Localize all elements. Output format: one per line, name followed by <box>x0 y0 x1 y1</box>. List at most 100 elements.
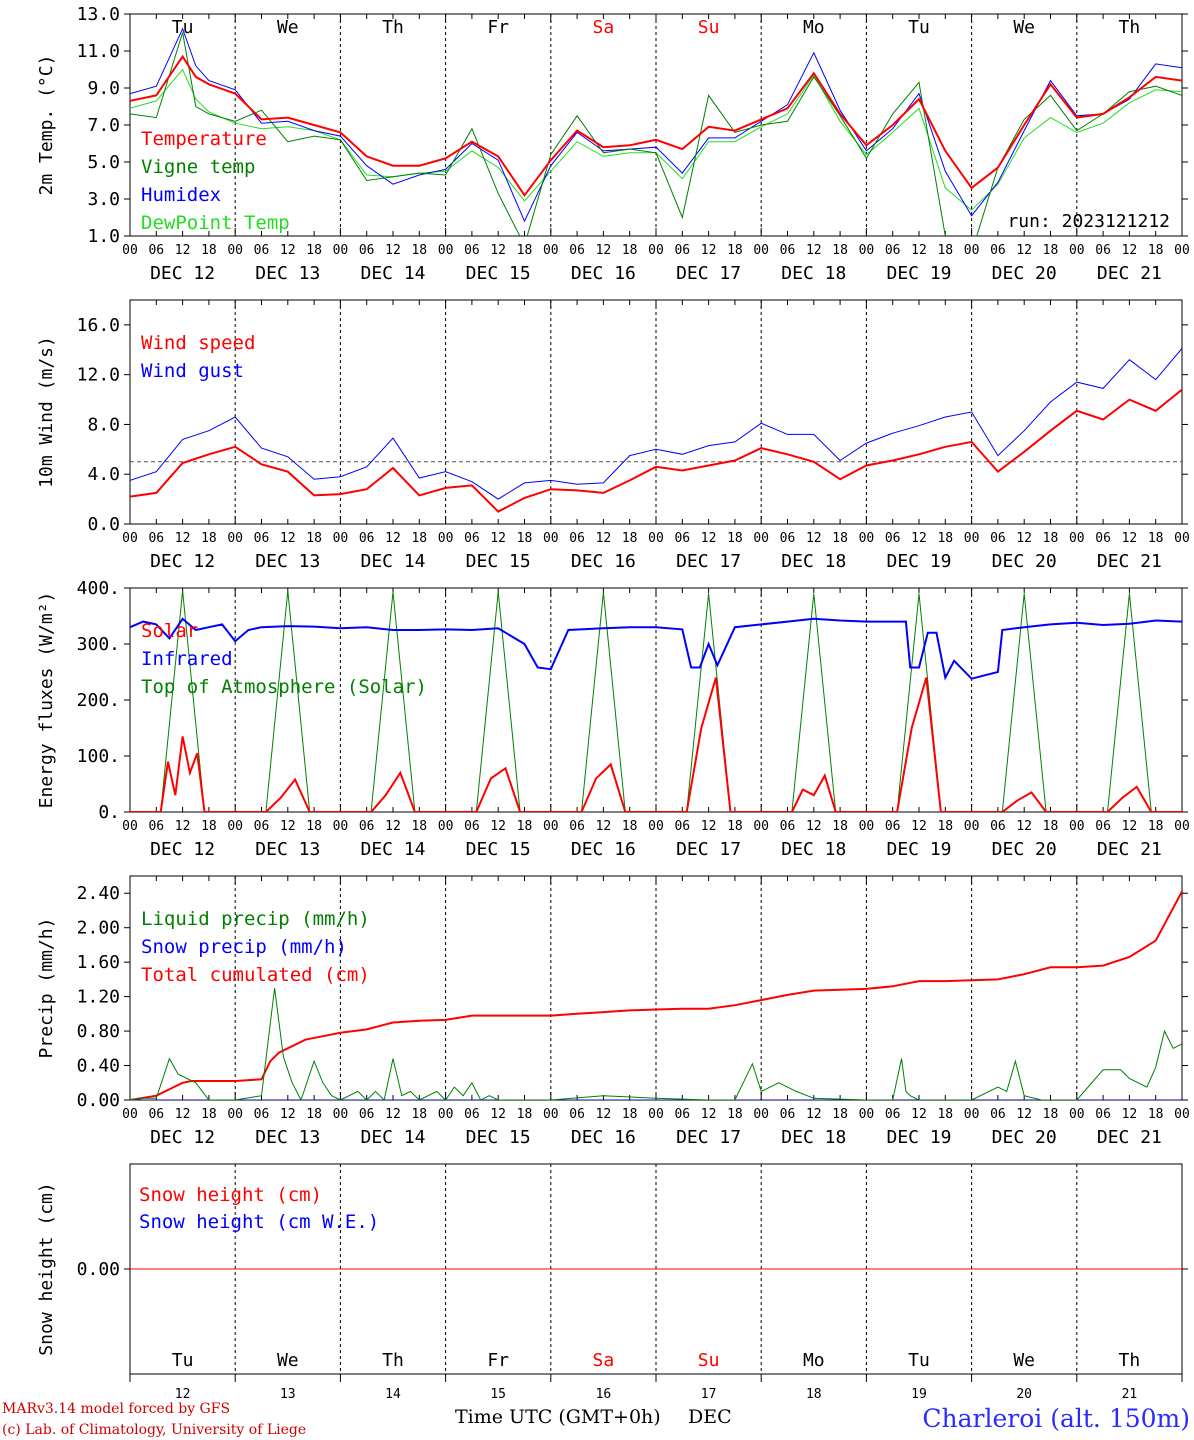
hour-tick-label: 12 <box>1122 819 1138 834</box>
hour-tick-label: 06 <box>674 243 690 258</box>
hour-tick-label: 18 <box>1148 819 1164 834</box>
hour-tick-label: 00 <box>1069 243 1085 258</box>
hour-tick-label: 12 <box>280 819 296 834</box>
lab-credit: (c) Lab. of Climatology, University of L… <box>2 1422 306 1438</box>
day-number-label: 13 <box>280 1387 296 1402</box>
hour-tick-label: 00 <box>648 819 664 834</box>
day-number-label: 14 <box>385 1387 401 1402</box>
hour-tick-label: 06 <box>254 243 270 258</box>
weekday-label: Fr <box>487 17 509 38</box>
series-line-wind-gust <box>130 348 1182 500</box>
day-label: DEC 15 <box>466 1127 531 1148</box>
hour-tick-label: 00 <box>438 243 454 258</box>
weekday-label: Sa <box>593 17 615 38</box>
hour-tick-label: 06 <box>1095 531 1111 546</box>
panel-frame <box>129 299 1183 525</box>
hour-tick-label: 00 <box>753 819 769 834</box>
hour-tick-label: 00 <box>333 243 349 258</box>
run-label: run: 2023121212 <box>1007 211 1170 232</box>
hour-tick-label: 00 <box>227 819 243 834</box>
hour-tick-label: 00 <box>1069 819 1085 834</box>
hour-tick-label: 00 <box>438 819 454 834</box>
hour-tick-label: 12 <box>1016 531 1032 546</box>
y-axis-title: Precip (mm/h) <box>36 918 57 1059</box>
hour-tick-label: 06 <box>990 243 1006 258</box>
hour-tick-label: 06 <box>885 819 901 834</box>
hour-tick-label: 18 <box>1043 1107 1059 1122</box>
day-number-label: 15 <box>490 1387 506 1402</box>
hour-tick-label: 12 <box>490 531 506 546</box>
day-label: DEC 18 <box>781 839 846 860</box>
weekday-label: Mo <box>803 1350 825 1371</box>
hour-tick-label: 18 <box>622 1107 638 1122</box>
hour-tick-label: 12 <box>385 1107 401 1122</box>
hour-tick-label: 00 <box>122 1107 138 1122</box>
hour-tick-label: 06 <box>254 1107 270 1122</box>
legend-entry: Wind speed <box>141 332 255 354</box>
hour-tick-label: 06 <box>1095 1107 1111 1122</box>
hour-tick-label: 00 <box>122 531 138 546</box>
weekday-label: Tu <box>908 1350 930 1371</box>
hour-tick-label: 18 <box>411 819 427 834</box>
weekday-label: We <box>1013 1350 1035 1371</box>
hour-tick-label: 12 <box>175 1107 191 1122</box>
day-label: DEC 20 <box>992 839 1057 860</box>
day-label: DEC 14 <box>360 551 425 572</box>
series-line-wind-speed <box>130 388 1182 513</box>
hour-tick-label: 18 <box>201 1107 217 1122</box>
legend-entry: Vigne temp <box>141 156 255 178</box>
weekday-label: Mo <box>803 17 825 38</box>
day-label: DEC 16 <box>571 551 636 572</box>
day-label: DEC 12 <box>150 263 215 284</box>
hour-tick-label: 12 <box>1122 243 1138 258</box>
day-label: DEC 20 <box>992 551 1057 572</box>
hour-tick-label: 06 <box>885 243 901 258</box>
day-number-label: 19 <box>911 1387 927 1402</box>
hour-tick-label: 00 <box>964 1107 980 1122</box>
weekday-label: Th <box>382 1350 404 1371</box>
hour-tick-label: 12 <box>596 243 612 258</box>
hour-tick-label: 00 <box>964 819 980 834</box>
hour-tick-label: 18 <box>937 1107 953 1122</box>
hour-tick-label: 00 <box>1174 819 1190 834</box>
hour-tick-label: 12 <box>175 819 191 834</box>
hour-tick-label: 06 <box>569 819 585 834</box>
hour-tick-label: 06 <box>674 531 690 546</box>
hour-tick-label: 06 <box>990 819 1006 834</box>
hour-tick-label: 18 <box>306 243 322 258</box>
hour-tick-label: 18 <box>1043 531 1059 546</box>
hour-tick-label: 18 <box>832 243 848 258</box>
hour-tick-label: 18 <box>622 819 638 834</box>
day-number-label: 12 <box>175 1387 191 1402</box>
hour-tick-label: 12 <box>806 243 822 258</box>
y-tick-label: 400. <box>77 578 120 599</box>
day-label: DEC 14 <box>360 263 425 284</box>
legend-entry: Solar <box>141 620 198 642</box>
hour-tick-label: 12 <box>806 819 822 834</box>
hour-tick-label: 12 <box>806 1107 822 1122</box>
hour-tick-label: 18 <box>1148 531 1164 546</box>
day-label: DEC 16 <box>571 263 636 284</box>
hour-tick-label: 18 <box>306 1107 322 1122</box>
y-tick-label: 9.0 <box>87 78 120 99</box>
day-label: DEC 15 <box>466 839 531 860</box>
panel-2: 16.0 12.0 8.0 4.0 0.0 10m Wind (m/s) 00 06 12 18 0… <box>36 299 1190 572</box>
legend-entry: Snow height (cm) <box>139 1184 322 1206</box>
hour-tick-label: 12 <box>911 819 927 834</box>
hour-tick-label: 18 <box>727 819 743 834</box>
hour-tick-label: 00 <box>1069 531 1085 546</box>
panel-1: 13.0 11.0 9.0 7.0 5.0 3.0 1.0 2m Temp. (°C) 00 06… <box>36 4 1190 284</box>
day-label: DEC 21 <box>1097 839 1162 860</box>
hour-tick-label: 12 <box>385 243 401 258</box>
hour-tick-label: 18 <box>517 1107 533 1122</box>
day-label: DEC 19 <box>886 263 951 284</box>
hour-tick-label: 00 <box>753 243 769 258</box>
y-tick-label: 100. <box>77 746 120 767</box>
hour-tick-label: 06 <box>464 531 480 546</box>
hour-tick-label: 12 <box>1016 243 1032 258</box>
hour-tick-label: 18 <box>622 243 638 258</box>
hour-tick-label: 00 <box>438 531 454 546</box>
hour-tick-label: 12 <box>701 531 717 546</box>
y-tick-label: 13.0 <box>77 4 120 25</box>
y-tick-label: 1.0 <box>87 226 120 247</box>
